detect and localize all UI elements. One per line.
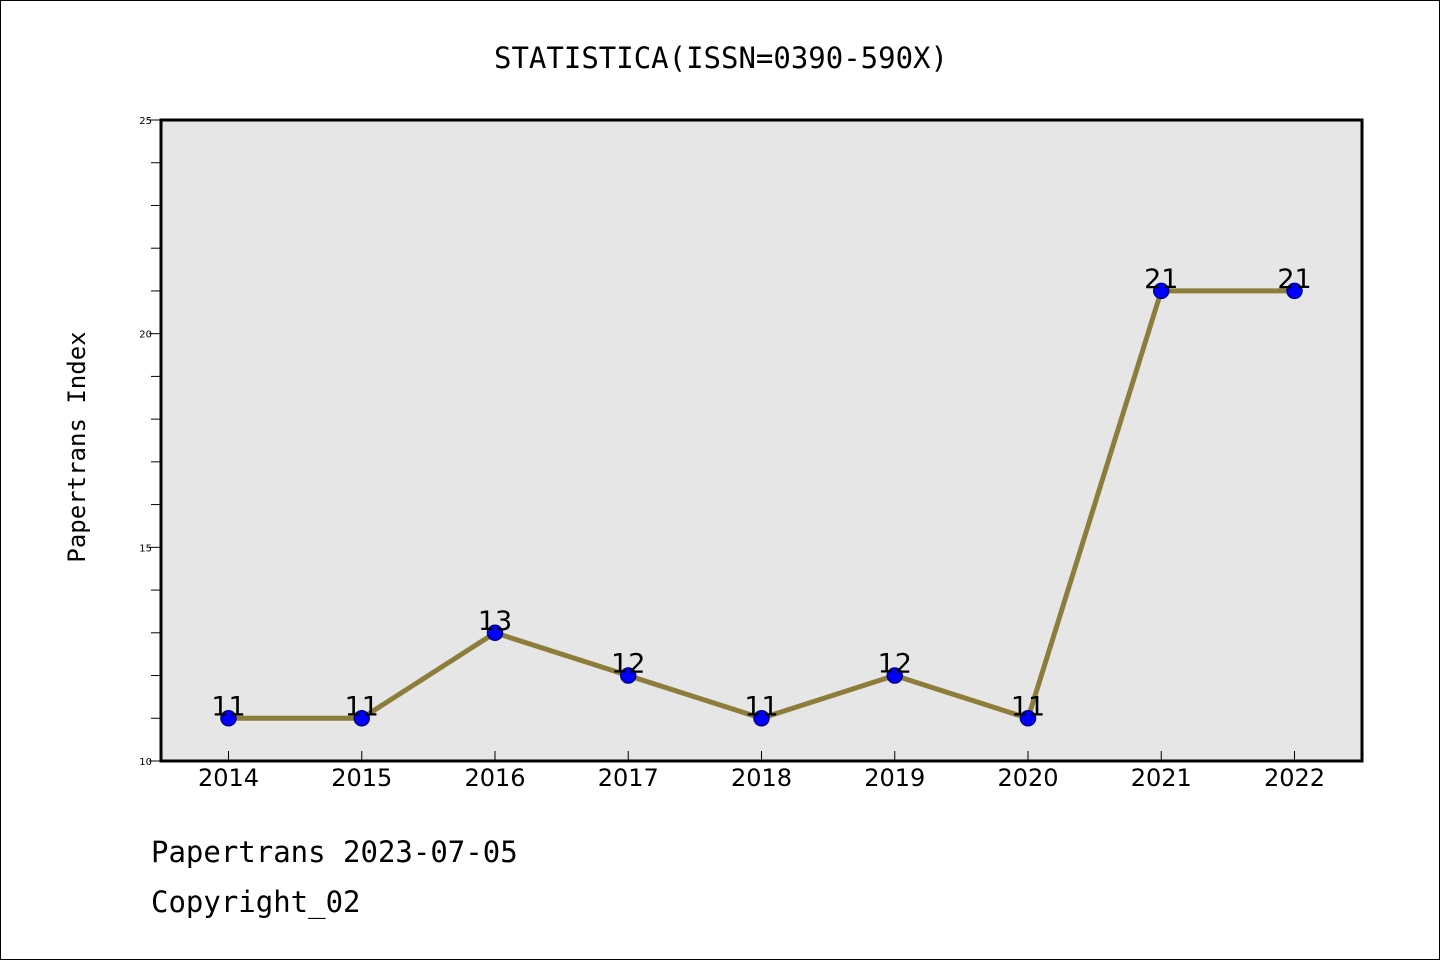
- y-tick-label: 25: [139, 116, 152, 127]
- x-tick-label: 2015: [331, 764, 392, 792]
- data-label: 12: [878, 649, 912, 680]
- data-label: 11: [211, 691, 245, 722]
- data-label: 21: [1277, 264, 1311, 295]
- x-tick-label: 2021: [1131, 764, 1192, 792]
- y-axis-label: Papertrans Index: [63, 331, 91, 562]
- data-label: 12: [611, 649, 645, 680]
- footer-copyright: Copyright_02: [151, 885, 361, 919]
- data-point: [1153, 282, 1170, 300]
- x-tick-label: 2019: [864, 764, 925, 792]
- x-tick-label: 2014: [198, 764, 259, 792]
- x-tick-label: 2018: [731, 764, 792, 792]
- x-axis-ticks: 2014 2015 2016 2017 2018 2019 2020 2021 2022: [198, 751, 1325, 792]
- x-tick-label: 2022: [1264, 764, 1325, 792]
- y-tick-label: 20: [139, 330, 152, 341]
- data-point: [1286, 282, 1303, 300]
- y-axis-ticks: 10 15 20 25: [139, 116, 161, 768]
- plot-area: [159, 118, 1364, 763]
- chart-title: STATISTICA(ISSN=0390-590X): [494, 41, 948, 75]
- x-tick-label: 2017: [598, 764, 659, 792]
- y-axis-minor-ticks: [151, 162, 161, 719]
- data-label: 21: [1144, 264, 1178, 295]
- data-point: [620, 667, 637, 684]
- data-point: [1019, 710, 1037, 727]
- y-tick-label: 10: [139, 757, 152, 768]
- data-label: 11: [345, 691, 379, 722]
- data-point: [486, 624, 504, 642]
- data-label: 13: [478, 606, 512, 637]
- x-tick-label: 2020: [997, 764, 1058, 792]
- footer-date: Papertrans 2023-07-05: [151, 835, 518, 869]
- data-labels: 11 11 13 12 11 12 11 21 21: [211, 264, 1311, 722]
- data-point: [753, 710, 770, 727]
- y-tick-label: 15: [139, 543, 152, 554]
- data-point: [220, 710, 237, 727]
- data-point: [886, 667, 903, 684]
- data-label: 11: [744, 691, 778, 722]
- data-label: 11: [1011, 691, 1045, 722]
- data-markers: [220, 282, 1303, 727]
- x-tick-label: 2016: [464, 764, 525, 792]
- data-point: [353, 710, 370, 727]
